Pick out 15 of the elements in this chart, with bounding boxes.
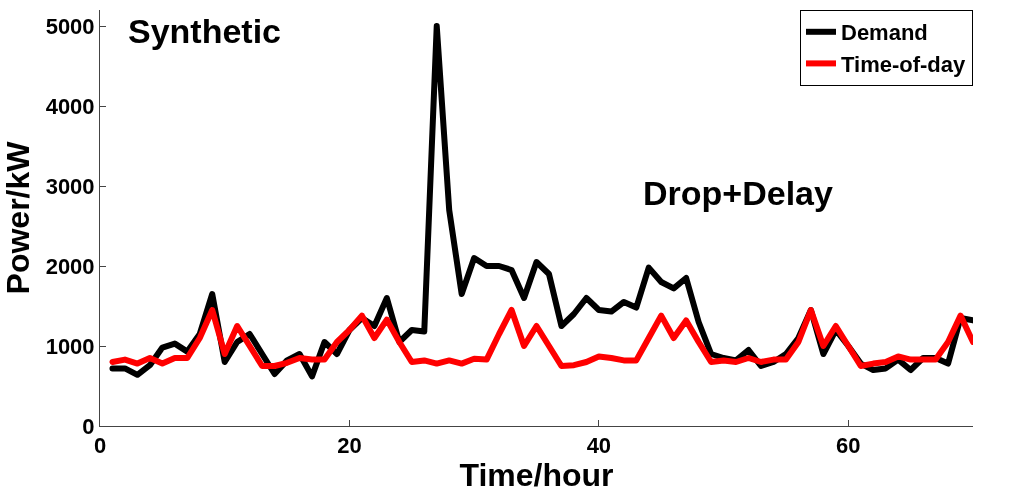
- y-tick-label: 1000: [45, 333, 95, 359]
- annotation: Synthetic: [128, 12, 282, 50]
- y-tick-label: 4000: [45, 93, 95, 119]
- y-tick-label: 3000: [45, 173, 95, 199]
- x-tick-label: 40: [586, 433, 612, 459]
- y-tick-label: 5000: [45, 13, 95, 39]
- x-tick-label: 20: [337, 433, 362, 459]
- x-axis-title: Time/hour: [459, 457, 614, 493]
- annotation: Drop+Delay: [643, 174, 833, 212]
- x-tick-label: 60: [836, 433, 861, 459]
- y-tick-label: 0: [82, 413, 95, 439]
- legend-label: Demand: [841, 20, 928, 46]
- y-axis-title: Power/kW: [0, 140, 36, 295]
- y-tick-label: 2000: [45, 253, 95, 279]
- legend-label: Time-of-day: [841, 51, 967, 77]
